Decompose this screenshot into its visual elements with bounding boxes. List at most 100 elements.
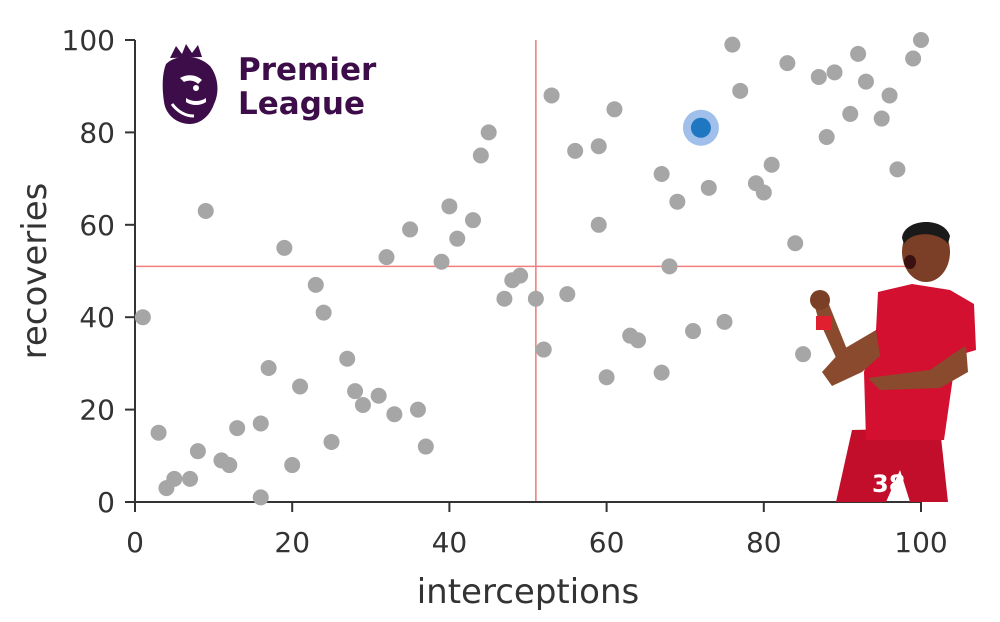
player-fist-icon	[810, 290, 830, 310]
data-point	[339, 350, 356, 367]
data-point	[252, 415, 269, 432]
y-tick-label: 20	[79, 394, 115, 427]
data-point	[221, 457, 238, 474]
data-point	[370, 387, 387, 404]
data-point	[590, 216, 607, 233]
player-hair	[902, 221, 950, 244]
data-point	[197, 202, 214, 219]
data-point	[276, 239, 293, 256]
data-point	[606, 101, 623, 118]
data-point	[661, 258, 678, 275]
data-point	[512, 267, 529, 284]
data-point	[292, 378, 309, 395]
y-tick-label: 80	[79, 116, 115, 149]
data-point	[755, 184, 772, 201]
data-point	[449, 230, 466, 247]
data-point	[472, 147, 489, 164]
data-point	[913, 32, 929, 48]
data-point	[315, 304, 332, 321]
y-tick-label: 0	[97, 486, 115, 519]
data-point	[850, 45, 867, 62]
logo-line-1: Premier	[238, 52, 377, 88]
data-points	[134, 32, 929, 506]
data-point	[685, 323, 702, 340]
data-point	[567, 142, 584, 159]
data-point	[464, 212, 481, 229]
data-point	[229, 420, 246, 437]
data-point	[354, 396, 371, 413]
data-point	[810, 68, 827, 85]
x-axis-title: interceptions	[417, 572, 640, 612]
player-shirt	[864, 284, 976, 440]
data-point	[889, 161, 906, 178]
data-point	[818, 129, 835, 146]
x-tick-label: 0	[126, 526, 144, 559]
data-point	[323, 433, 340, 450]
data-point	[386, 406, 403, 423]
data-point	[598, 369, 615, 386]
axes: 0 20 40 60 80 100 0 20 40 60 80 100 interceptions rec…	[15, 24, 948, 612]
data-point	[732, 82, 749, 99]
data-point	[134, 309, 151, 326]
player-mouth	[904, 255, 916, 269]
y-tick-label: 40	[79, 301, 115, 334]
x-tick-label: 20	[274, 526, 310, 559]
shirt-number: 38	[872, 470, 905, 498]
data-point	[763, 156, 780, 173]
data-point	[700, 179, 717, 196]
y-tick-label: 100	[62, 24, 115, 57]
data-point	[347, 383, 364, 400]
player-wristband	[816, 316, 832, 330]
x-tick-label: 80	[746, 526, 782, 559]
data-point	[150, 424, 167, 441]
data-point	[905, 50, 922, 67]
logo-line-2: League	[238, 86, 365, 122]
x-tick-label: 100	[894, 526, 947, 559]
data-point	[166, 470, 183, 487]
data-point	[787, 235, 804, 252]
data-point	[669, 193, 686, 210]
x-tick-label: 60	[589, 526, 625, 559]
data-point	[716, 313, 733, 330]
data-point	[535, 341, 552, 358]
player-image: 38	[810, 221, 976, 502]
player-raised-forearm	[868, 346, 968, 390]
data-point	[527, 290, 544, 307]
reference-lines	[135, 40, 921, 502]
data-point	[252, 489, 269, 506]
data-point	[779, 55, 796, 72]
data-point	[402, 221, 419, 238]
data-point	[182, 470, 199, 487]
data-point	[653, 364, 670, 381]
y-axis-title: recoveries	[15, 183, 55, 360]
data-point	[417, 438, 434, 455]
data-point	[881, 87, 898, 104]
data-point	[630, 332, 647, 349]
lion-crest-icon	[162, 44, 218, 124]
data-point	[284, 457, 301, 474]
data-point	[842, 105, 859, 122]
data-point	[795, 346, 812, 363]
highlight-point	[690, 117, 711, 138]
data-point	[590, 138, 607, 155]
data-point	[409, 401, 426, 418]
data-point	[433, 253, 450, 270]
x-tick-label: 40	[432, 526, 468, 559]
data-point	[724, 36, 741, 53]
highlight-layer	[682, 109, 719, 146]
data-point	[857, 73, 874, 90]
data-point	[559, 286, 576, 303]
data-point	[653, 165, 670, 182]
data-point	[496, 290, 513, 307]
data-point	[441, 198, 458, 215]
data-point	[260, 360, 277, 377]
y-tick-label: 60	[79, 209, 115, 242]
player-shorts	[836, 428, 948, 502]
data-point	[189, 443, 206, 460]
player-left-arm	[822, 330, 880, 386]
data-point	[543, 87, 560, 104]
premier-league-logo: Premier League	[162, 44, 377, 124]
data-point	[873, 110, 890, 127]
data-point	[480, 124, 497, 141]
